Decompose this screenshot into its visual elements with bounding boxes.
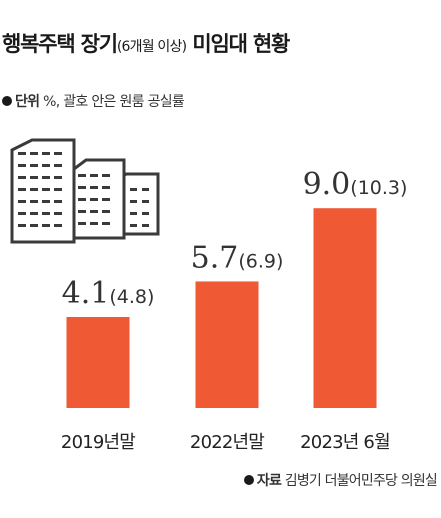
source-label: 자료 <box>256 473 282 489</box>
value-label: 5.7 <box>191 240 239 275</box>
secondary-value-label: (4.8) <box>109 286 154 308</box>
bullet-dot-icon <box>243 475 254 485</box>
title-rest: 미임대 현황 <box>192 32 290 56</box>
unit-label: 단위 <box>15 94 40 110</box>
bar <box>313 208 377 408</box>
secondary-value-label: (6.9) <box>238 250 283 272</box>
data-label: 5.7(6.9) <box>191 240 284 275</box>
bar <box>195 281 259 408</box>
source-text: 김병기 더불어민주당 의원실 <box>284 473 438 489</box>
secondary-value-label: (10.3) <box>350 177 407 199</box>
apartment-buildings-icon <box>10 138 160 244</box>
title-main: 행복주택 장기 <box>2 32 118 56</box>
category-label: 2019년말 <box>61 432 135 453</box>
title-paren: (6개월 이상) <box>116 39 187 55</box>
value-label: 4.1 <box>62 276 110 311</box>
bullet-dot-icon <box>2 96 12 106</box>
unit-text: %, 괄호 안은 원룸 공실률 <box>43 94 185 110</box>
category-label: 2022년말 <box>190 432 264 453</box>
source-note: 자료 김병기 더불어민주당 의원실 <box>243 470 438 490</box>
data-label: 4.1(4.8) <box>62 276 155 311</box>
unit-note: 단위 %, 괄호 안은 원룸 공실률 <box>2 91 185 111</box>
category-label: 2023년 6월 <box>300 432 390 453</box>
page-title: 행복주택 장기(6개월 이상) 미임대 현황 <box>2 28 290 58</box>
data-label: 9.0(10.3) <box>303 167 408 202</box>
value-label: 9.0 <box>303 167 351 202</box>
bar <box>66 316 130 408</box>
